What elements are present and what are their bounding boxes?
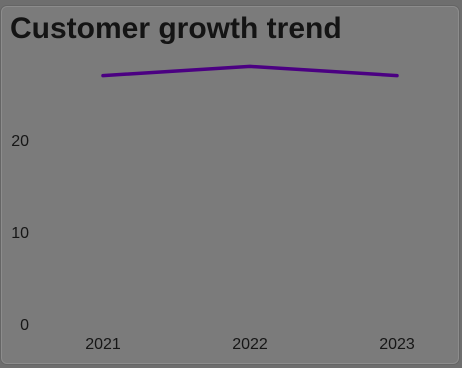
x-tick-label: 2022 <box>232 336 268 353</box>
y-tick-label: 0 <box>20 317 29 334</box>
x-tick-label: 2021 <box>85 336 121 353</box>
chart-card <box>1 6 459 364</box>
x-tick-label: 2023 <box>379 336 415 353</box>
y-axis-ticks: 0 10 20 <box>11 133 29 334</box>
y-tick-label: 10 <box>11 225 29 242</box>
y-tick-label: 20 <box>11 133 29 150</box>
chart-title: Customer growth trend <box>10 12 342 45</box>
series-line <box>101 64 399 78</box>
series-layer <box>101 64 399 78</box>
x-axis-ticks: 2021 2022 2023 <box>85 336 415 353</box>
